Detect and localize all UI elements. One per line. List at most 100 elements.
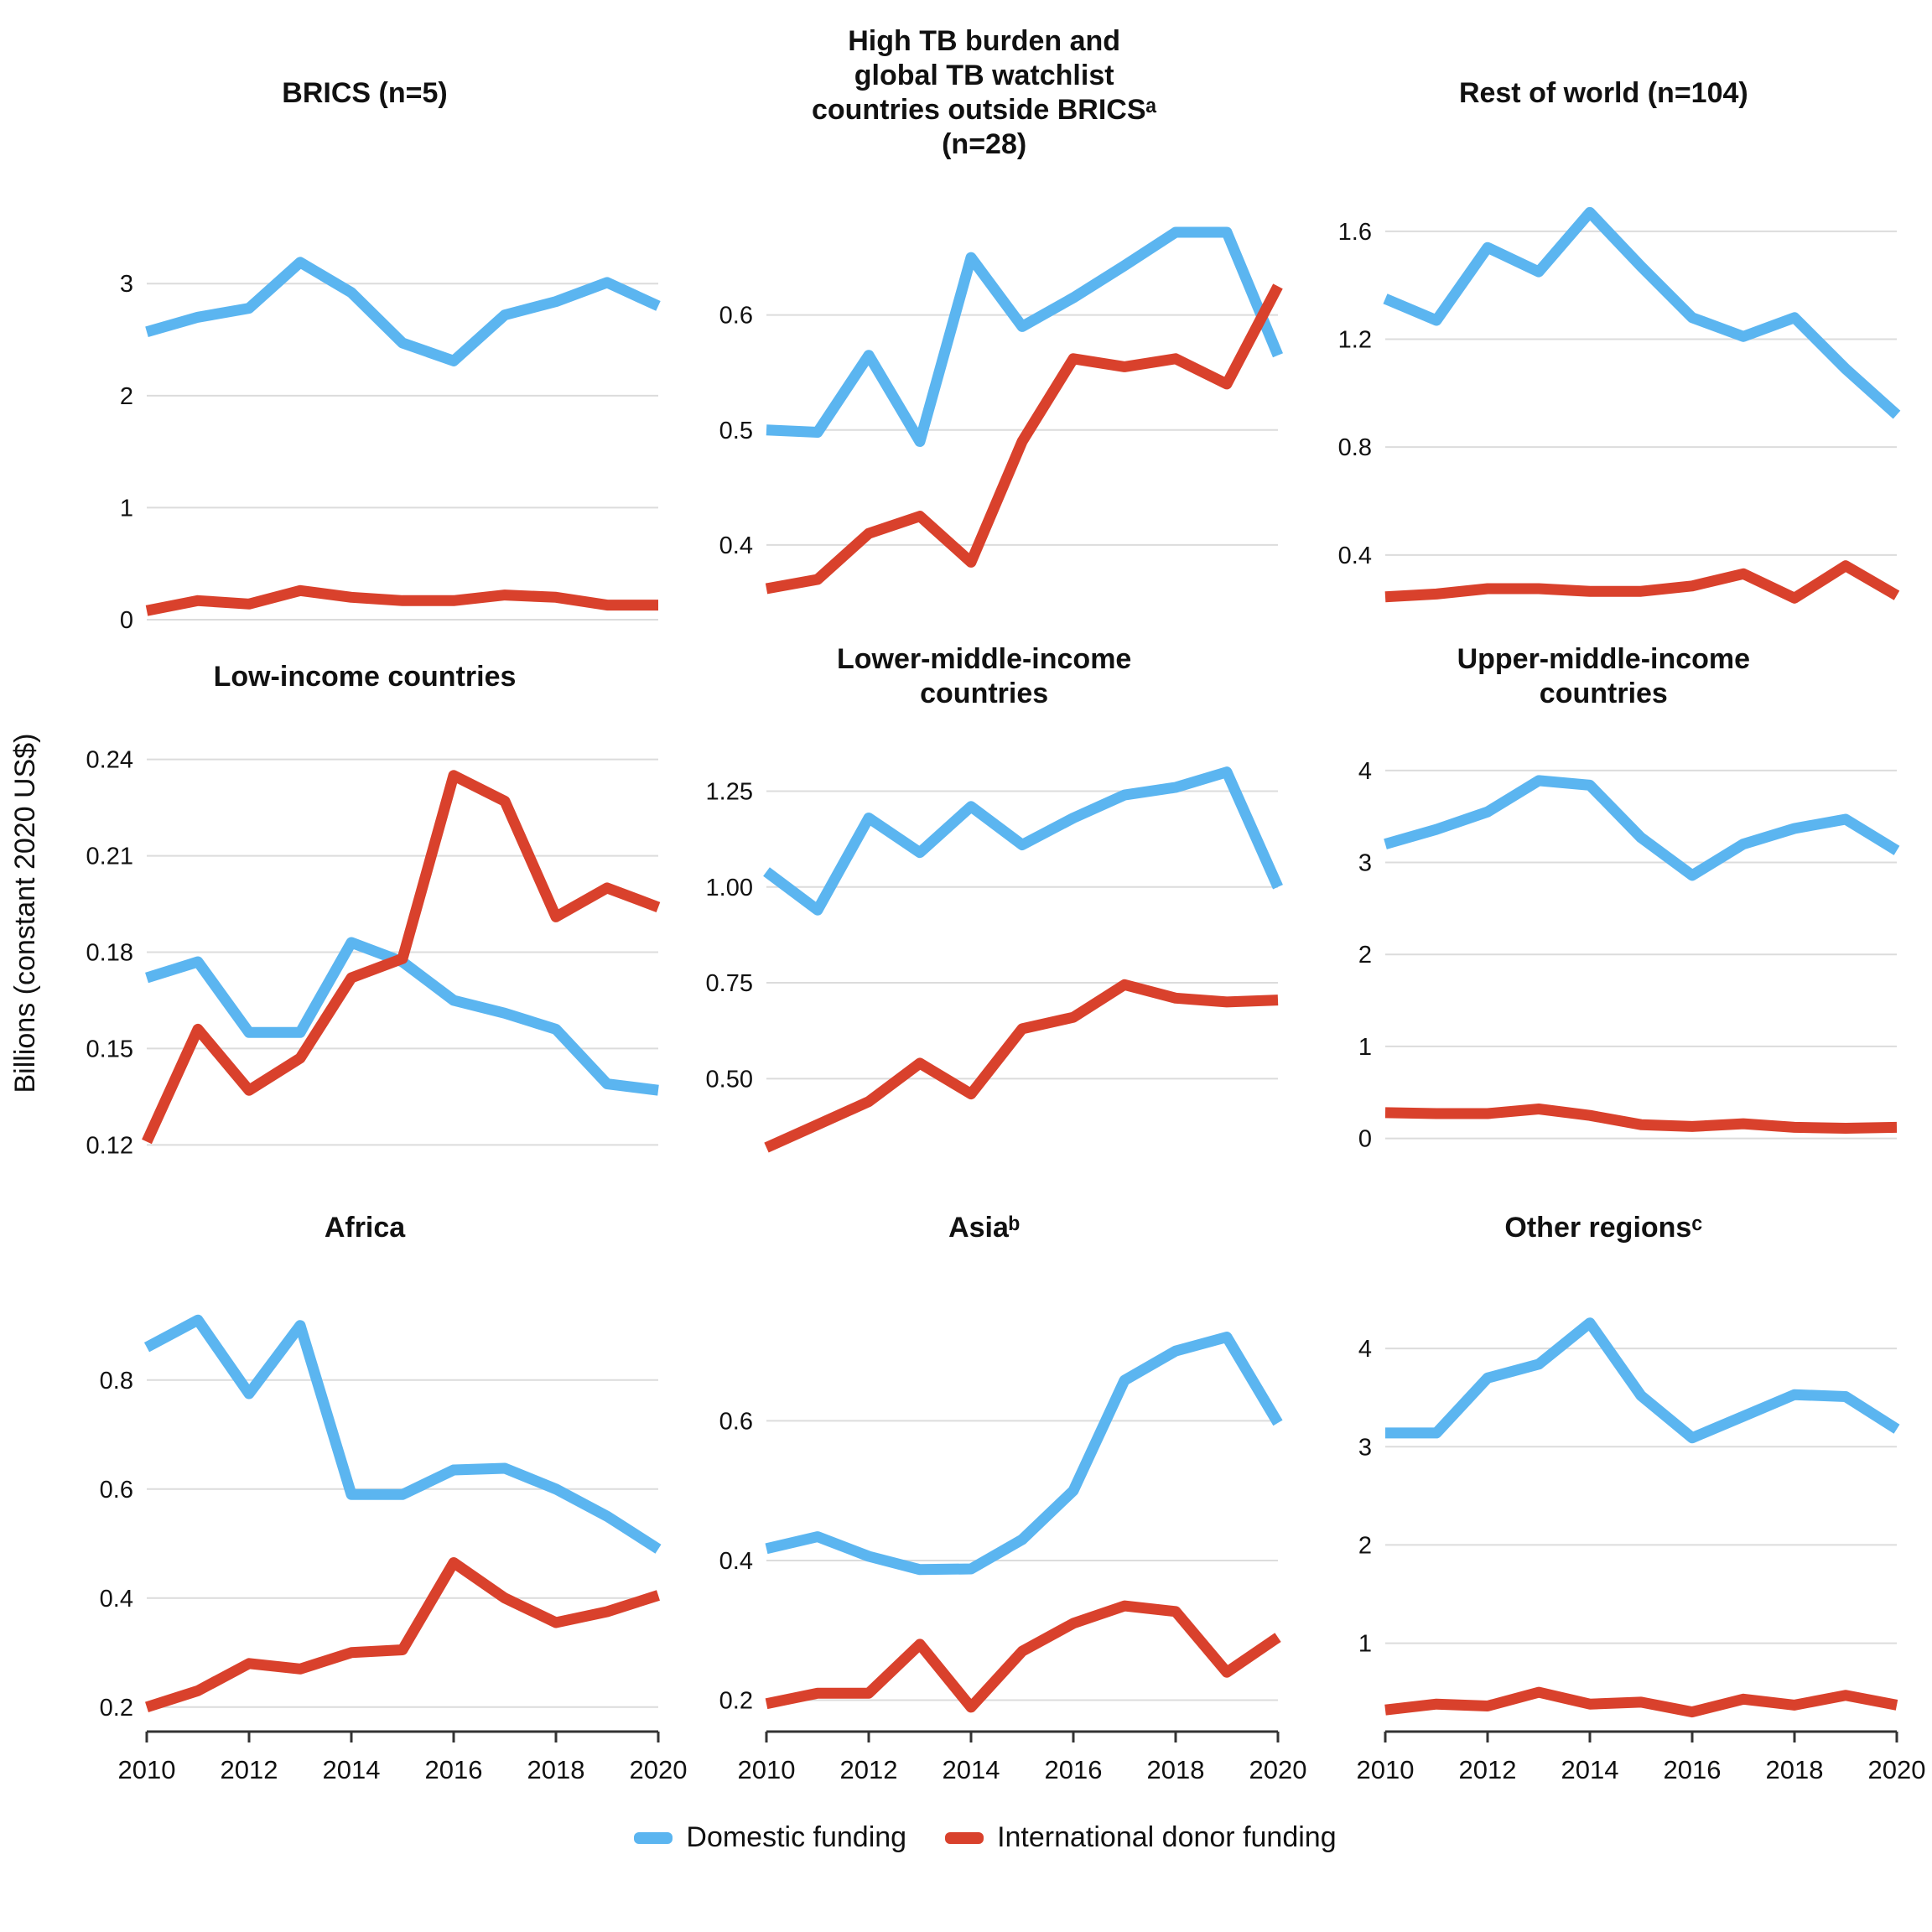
panel-title: Africa: [324, 1211, 406, 1244]
domestic-funding-line: [1385, 1317, 1900, 1444]
y-tick-label: 3: [1358, 1434, 1372, 1461]
chart-panel: Rest of world (n=104) 0.4 0.8 1.2 1.6: [1297, 13, 1909, 630]
domestic-funding-line: [766, 226, 1283, 447]
y-tick-label: 0.8: [100, 1368, 133, 1394]
domestic-funding-line: [1384, 775, 1900, 881]
y-tick-label: 2: [1358, 942, 1372, 969]
panel-title: Other regionsᶜ: [1504, 1211, 1703, 1244]
chart-panel: Africa 0.2 0.4 0.6 0.8 2010 2012 2014 2016 2018 20…: [59, 1181, 688, 1811]
panel-title: Upper-middle-income countries: [1457, 643, 1751, 709]
y-tick-label: 3: [1358, 850, 1372, 877]
international-funding-line: [763, 979, 1278, 1153]
panel-title: Rest of world (n=104): [1458, 76, 1748, 109]
x-tick-label: 2018: [1146, 1755, 1204, 1784]
y-tick-label: 0.5: [719, 418, 752, 444]
chart-panel: Upper-middle-income countries 0 1 2 3 4: [1297, 630, 1909, 1181]
y-tick-label: 0.21: [86, 844, 133, 870]
chart-panel: Asiaᵇ 0.2 0.4 0.6 2010 2012 2014 2016 2018 2020: [678, 1181, 1306, 1811]
domestic-funding-line: [1383, 206, 1901, 419]
international-funding-line: [1384, 1686, 1898, 1718]
panel-chart: 0.50 0.75 1.00 1.25: [705, 766, 1283, 1153]
chart-panel: High TB burden and global TB watchlist c…: [678, 13, 1291, 630]
y-tick-label: 0.6: [719, 1408, 752, 1435]
y-tick-label: 0.4: [719, 532, 752, 559]
x-tick-label: 2010: [1357, 1755, 1415, 1784]
panel-chart: 0.4 0.8 1.2 1.6: [1338, 206, 1901, 604]
x-tick-label: 2012: [1459, 1755, 1517, 1784]
y-tick-label: 4: [1358, 1336, 1372, 1363]
panel-title: BRICS (n=5): [282, 76, 448, 109]
x-tick-label: 2012: [839, 1755, 897, 1784]
y-tick-label: 4: [1358, 758, 1372, 785]
figure-canvas: BRICS (n=5) 0 1 2 3 High TB burden and global…: [59, 13, 1926, 1811]
y-tick-label: 0.15: [86, 1036, 133, 1062]
international-funding-line: [145, 584, 658, 616]
x-tick-label: 2016: [425, 1755, 483, 1784]
panel-title: Low-income countries: [213, 660, 517, 693]
y-tick-label: 0.12: [86, 1132, 133, 1159]
y-tick-label: 3: [120, 271, 133, 298]
x-tick-label: 2014: [942, 1755, 1000, 1784]
y-tick-label: 0.2: [719, 1688, 752, 1715]
domestic-funding-line: [765, 1332, 1283, 1576]
y-tick-label: 0.6: [100, 1477, 133, 1504]
y-tick-label: 0: [120, 607, 133, 634]
domestic-funding-line: [145, 257, 661, 366]
x-tick-label: 2020: [1868, 1755, 1926, 1784]
y-tick-label: 0.24: [86, 747, 133, 774]
y-axis-label: Billions (constant 2020 US$): [9, 733, 41, 1093]
x-tick-label: 2010: [737, 1755, 795, 1784]
y-tick-label: 1.2: [1338, 327, 1372, 354]
y-tick-label: 1: [120, 495, 133, 522]
y-tick-label: 0: [1358, 1126, 1372, 1153]
x-tick-label: 2014: [1561, 1755, 1619, 1784]
panel-chart: 0.4 0.5 0.6: [719, 226, 1283, 595]
domestic-swatch-icon: [634, 1831, 673, 1844]
y-tick-label: 0.2: [100, 1695, 133, 1722]
x-tick-label: 2012: [221, 1755, 278, 1784]
panel-title: High TB burden and global TB watchlist c…: [811, 25, 1157, 160]
chart-panel: Low-income countries 0.12 0.15 0.18 0.21 0.24: [59, 630, 671, 1181]
y-tick-label: 0.4: [719, 1548, 752, 1575]
panel-chart: 0.2 0.4 0.6 2010 2012 2014 2016 2018 2020: [719, 1332, 1306, 1784]
x-tick-label: 2010: [118, 1755, 176, 1784]
international-funding-line: [765, 1600, 1281, 1713]
chart-panel: BRICS (n=5) 0 1 2 3: [59, 13, 671, 634]
chart-panel: Lower-middle-income countries 0.50 0.75 1.0…: [678, 630, 1291, 1181]
panel-chart: 0.12 0.15 0.18 0.21 0.24: [86, 747, 661, 1159]
y-tick-label: 1: [1358, 1034, 1372, 1061]
panel-title: Lower-middle-income countries: [836, 643, 1132, 709]
legend: Domestic funding International donor fund…: [59, 1821, 1912, 1854]
international-funding-line: [765, 283, 1283, 595]
y-tick-label: 0.75: [705, 970, 752, 997]
international-funding-line: [142, 770, 661, 1145]
y-tick-label: 1.25: [705, 779, 752, 806]
x-tick-label: 2020: [1249, 1755, 1306, 1784]
x-tick-label: 2018: [527, 1755, 585, 1784]
y-tick-label: 0.6: [719, 303, 752, 330]
y-tick-label: 1: [1358, 1631, 1372, 1658]
domestic-funding-line: [143, 1314, 662, 1554]
panel-chart: 0.2 0.4 0.6 0.8 2010 2012 2014 2016 2018 2020: [100, 1314, 687, 1784]
y-tick-label: 2: [1358, 1532, 1372, 1559]
y-tick-label: 0.4: [100, 1586, 133, 1613]
x-tick-label: 2016: [1044, 1755, 1102, 1784]
x-tick-label: 2018: [1766, 1755, 1824, 1784]
panel-chart: 0 1 2 3 4: [1358, 758, 1900, 1153]
panel-chart: 1 2 3 4 2010 2012 2014 2016 2018 2020: [1357, 1317, 1926, 1784]
legend-item-domestic: Domestic funding: [634, 1821, 906, 1854]
facet-grid: BRICS (n=5) 0 1 2 3 High TB burden and global…: [59, 13, 1926, 1811]
legend-label: Domestic funding: [686, 1821, 907, 1853]
chart-panel: Other regionsᶜ 1 2 3 4 2010 2012 2014 2016 2018 20…: [1297, 1181, 1926, 1811]
y-tick-label: 2: [120, 383, 133, 410]
y-tick-label: 0.50: [705, 1066, 752, 1093]
domestic-funding-line: [762, 766, 1283, 916]
legend-label: International donor funding: [997, 1821, 1337, 1853]
y-tick-label: 1.6: [1338, 219, 1372, 246]
legend-item-international: International donor funding: [945, 1821, 1337, 1854]
international-swatch-icon: [945, 1831, 984, 1844]
y-tick-label: 0.4: [1338, 543, 1372, 569]
x-tick-label: 2014: [323, 1755, 381, 1784]
panel-chart: 0 1 2 3: [120, 257, 661, 634]
panel-title: Asiaᵇ: [948, 1211, 1021, 1244]
